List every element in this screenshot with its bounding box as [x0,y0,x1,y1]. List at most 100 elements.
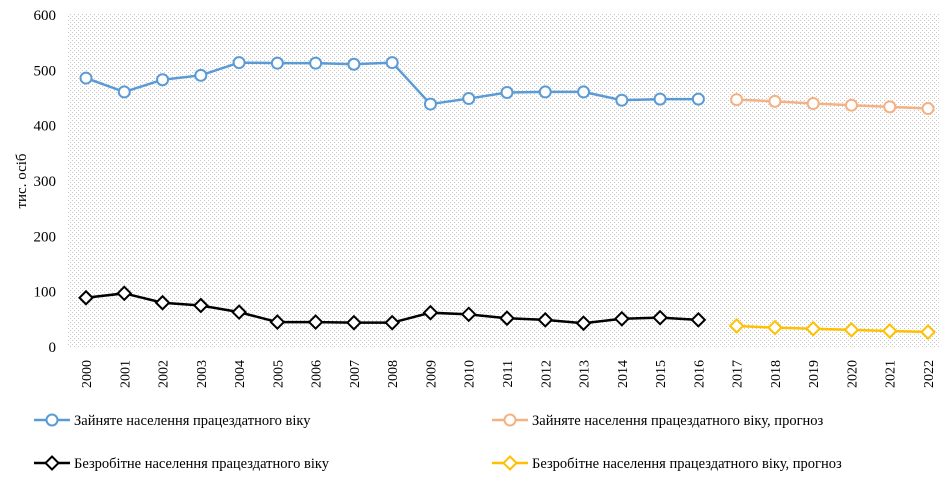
data-point [270,56,284,70]
data-point [577,85,591,99]
x-tick-label: 2020 [845,360,860,388]
data-point [690,311,707,328]
legend-item: Зайняте населення працездатного віку, пр… [492,413,824,429]
x-tick-label: 2009 [424,360,439,388]
legend-marker [503,413,517,427]
x-tick-label: 2017 [731,360,746,388]
y-axis: 0 100 200 300 400 500 600 [34,8,57,356]
data-point [883,100,897,114]
x-tick-label: 2018 [769,360,784,388]
x-tick-label: 2000 [80,360,95,388]
data-point [843,321,860,338]
data-point [345,314,362,331]
data-point [537,311,554,328]
y-tick-label: 200 [34,229,57,245]
y-axis-label: тис. осіб [14,153,30,208]
x-tick-label: 2016 [692,360,707,388]
data-point [613,310,630,327]
data-point [269,314,286,331]
x-tick-label: 2022 [922,360,937,388]
data-point [194,68,208,82]
data-point [462,92,476,106]
data-point [460,306,477,323]
data-point [768,94,782,108]
data-point [728,318,745,334]
x-tick-label: 2008 [386,360,401,388]
data-point [385,56,399,70]
data-point [154,294,171,311]
x-tick-label: 2010 [463,360,478,388]
x-tick-label: 2012 [539,360,554,388]
series-3 [728,318,936,340]
x-tick-label: 2015 [654,360,669,388]
legend-marker [44,455,60,471]
x-tick-label: 2021 [884,360,899,388]
data-point [652,309,669,326]
y-tick-label: 100 [34,285,57,301]
series-2 [78,285,707,332]
data-point [309,56,323,70]
data-point [691,92,705,106]
legend: Зайняте населення працездатного віку Зайн… [34,413,842,472]
y-tick-label: 0 [49,340,57,356]
data-point [231,304,248,321]
data-point [653,92,667,106]
legend-label: Зайняте населення працездатного віку, пр… [532,413,824,429]
data-point [766,319,783,336]
data-point [78,289,94,306]
legend-marker [502,455,518,471]
data-point [920,324,936,340]
x-tick-label: 2006 [310,360,325,388]
legend-marker [45,413,59,427]
legend-item: Зайняте населення працездатного віку [34,413,311,429]
data-point [307,314,324,331]
data-point [156,73,170,87]
data-point [116,285,133,302]
data-point [575,315,592,332]
x-tick-label: 2013 [578,360,593,388]
data-point [499,310,515,327]
series-layer [78,56,936,340]
legend-label: Безробітне населення працездатного віку,… [532,456,842,472]
x-tick-label: 2007 [348,360,363,388]
x-tick-label: 2011 [501,360,516,387]
y-tick-label: 400 [34,119,57,135]
x-tick-label: 2005 [271,360,286,388]
legend-label: Безробітне населення працездатного віку [74,456,330,472]
legend-item: Безробітне населення працездатного віку [34,455,330,472]
data-point [805,320,822,337]
data-point [844,98,858,112]
data-point [921,102,935,116]
data-point [538,85,552,99]
y-tick-label: 300 [34,174,57,190]
data-point [806,97,820,111]
y-tick-label: 600 [34,8,57,24]
data-point [500,85,514,99]
x-tick-label: 2004 [233,360,248,388]
legend-item: Безробітне населення працездатного віку,… [492,455,842,472]
series-0 [79,56,705,111]
data-point [117,85,131,99]
x-tick-label: 2019 [807,360,822,388]
data-point [422,304,439,321]
x-tick-label: 2002 [157,360,172,388]
data-point [423,97,437,111]
data-point [232,56,246,70]
y-tick-label: 500 [34,63,57,79]
plot-area-background [68,14,940,348]
data-point [384,314,401,331]
data-point [881,323,898,339]
legend-label: Зайняте населення працездатного віку [74,413,311,429]
x-tick-label: 2003 [195,360,210,388]
x-tick-label: 2001 [118,360,133,388]
data-point [730,93,744,107]
series-1 [730,93,935,116]
x-tick-label: 2014 [616,360,631,388]
data-point [615,93,629,107]
data-point [347,57,361,71]
data-point [192,297,209,314]
data-point [79,71,93,85]
x-axis: 2000 2001 2002 2003 2004 2005 2006 2007 2008 2009… [80,360,937,388]
